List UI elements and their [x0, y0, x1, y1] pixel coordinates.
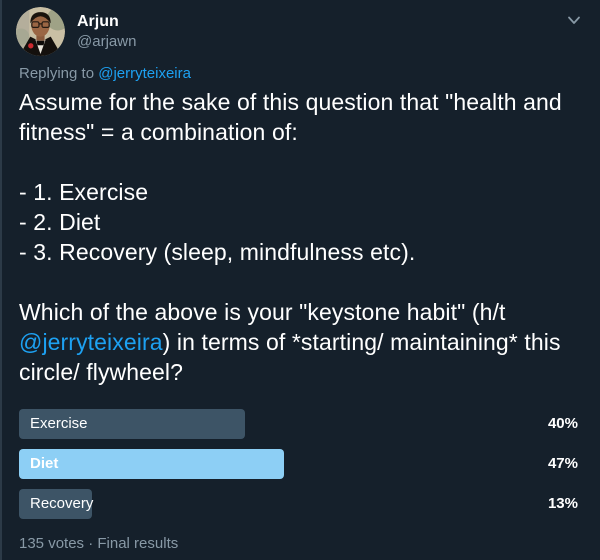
reply-context-mention-link[interactable]: @jerryteixeira — [98, 65, 191, 82]
author-block: Arjun @arjawn — [77, 7, 565, 51]
tweet-question: Which of the above is your "keystone hab… — [19, 297, 583, 387]
author-name[interactable]: Arjun — [77, 13, 119, 30]
tweet-paragraph-1: Assume for the sake of this question tha… — [19, 89, 562, 145]
paragraph-gap — [19, 267, 583, 297]
tweet-text: Assume for the sake of this question tha… — [19, 87, 583, 387]
poll-option-diet: Diet 47% — [19, 449, 583, 479]
tweet-list-item-3: - 3. Recovery (sleep, mindfulness etc). — [19, 239, 416, 265]
poll-option-label: Diet — [30, 455, 59, 472]
question-text-before: Which of the above is your "keystone hab… — [19, 299, 506, 325]
profile-photo-image — [16, 7, 65, 56]
author-handle: @arjawn — [77, 33, 137, 50]
poll-option-exercise: Exercise 40% — [19, 409, 583, 439]
tweet-list-item-1: - 1. Exercise — [19, 179, 149, 205]
question-mention-link[interactable]: @jerryteixeira — [19, 329, 163, 355]
poll-bar — [19, 409, 245, 439]
poll-option-label: Exercise — [30, 415, 88, 432]
poll-footer: 135 votes · Final results — [19, 535, 179, 552]
poll-option-percent: 13% — [547, 495, 578, 512]
poll-option-percent: 47% — [547, 455, 578, 472]
poll-bar — [19, 449, 285, 479]
poll-bar — [19, 489, 93, 519]
question-text-after: ) in terms of *starting/ maintaining* th… — [19, 329, 561, 385]
tweet-header: Arjun @arjawn — [2, 0, 600, 56]
poll-option-recovery: Recovery 13% — [19, 489, 583, 519]
reply-context: Replying to @jerryteixeira — [19, 64, 583, 83]
avatar[interactable] — [16, 7, 65, 56]
poll-option-percent: 40% — [547, 415, 578, 432]
paragraph-gap — [19, 147, 583, 177]
poll-option-label: Recovery — [30, 495, 94, 512]
chevron-down-icon[interactable] — [565, 11, 583, 34]
poll: Exercise 40% Diet 47% Recovery 13% — [19, 409, 583, 519]
tweet-list-item-2: - 2. Diet — [19, 209, 101, 235]
reply-context-prefix: Replying to — [19, 65, 99, 82]
